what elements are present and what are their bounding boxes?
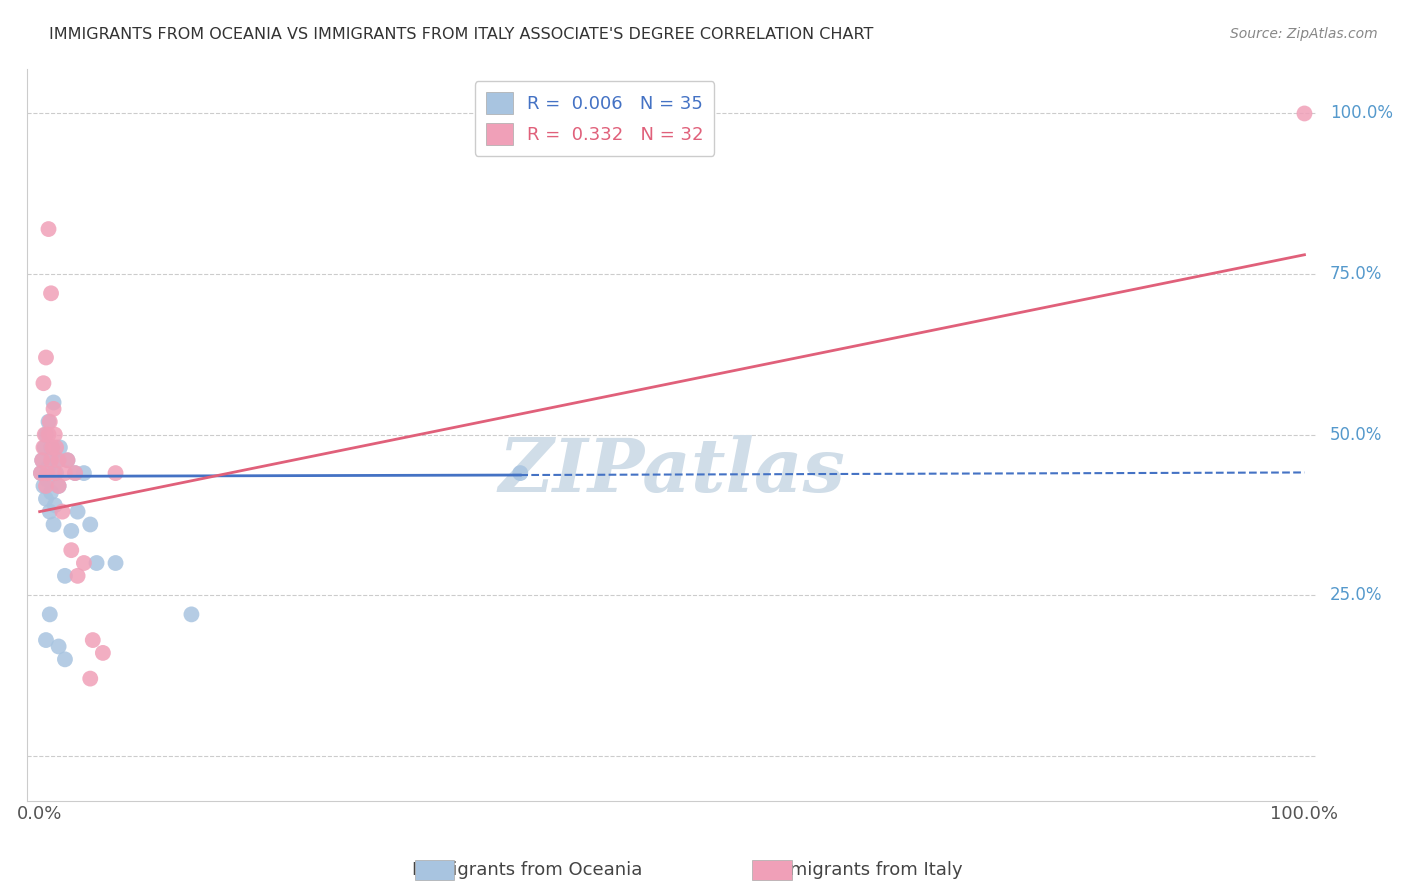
Text: IMMIGRANTS FROM OCEANIA VS IMMIGRANTS FROM ITALY ASSOCIATE'S DEGREE CORRELATION : IMMIGRANTS FROM OCEANIA VS IMMIGRANTS FR… — [49, 27, 873, 42]
Point — [41, 447, 63, 461]
Point — [45, 453, 67, 467]
Point — [53, 652, 76, 666]
Point — [42, 401, 65, 416]
Point — [39, 286, 62, 301]
Point — [82, 633, 104, 648]
Point — [48, 453, 70, 467]
Point — [104, 556, 127, 570]
Point — [35, 491, 58, 506]
Point — [48, 479, 70, 493]
Point — [37, 415, 59, 429]
Point — [63, 466, 86, 480]
Point — [37, 427, 59, 442]
Text: Immigrants from Italy: Immigrants from Italy — [766, 861, 963, 879]
Text: 25.0%: 25.0% — [1330, 586, 1382, 604]
Point — [32, 479, 55, 493]
Point — [35, 351, 58, 365]
Point — [66, 569, 89, 583]
Point — [31, 453, 53, 467]
Point — [1294, 106, 1316, 120]
Point — [60, 524, 83, 538]
Point — [34, 441, 56, 455]
Point — [37, 222, 59, 236]
Point — [56, 453, 79, 467]
Point — [53, 569, 76, 583]
Point — [104, 466, 127, 480]
Point — [49, 441, 72, 455]
Point — [31, 453, 53, 467]
Text: 75.0%: 75.0% — [1330, 265, 1382, 283]
Text: Immigrants from Oceania: Immigrants from Oceania — [412, 861, 643, 879]
Point — [48, 640, 70, 654]
Point — [86, 556, 108, 570]
Point — [48, 479, 70, 493]
Point — [37, 459, 59, 474]
Point — [51, 505, 73, 519]
Point — [180, 607, 202, 622]
Text: 100.0%: 100.0% — [1330, 104, 1393, 122]
Point — [509, 466, 531, 480]
Point — [35, 633, 58, 648]
Point — [38, 415, 60, 429]
Point — [79, 517, 101, 532]
Point — [66, 505, 89, 519]
Point — [39, 485, 62, 500]
Point — [44, 427, 66, 442]
Point — [44, 498, 66, 512]
Point — [35, 427, 58, 442]
Point — [44, 466, 66, 480]
Legend: R =  0.006   N = 35, R =  0.332   N = 32: R = 0.006 N = 35, R = 0.332 N = 32 — [475, 81, 714, 156]
Point — [42, 395, 65, 409]
Point — [41, 441, 63, 455]
Point — [45, 441, 67, 455]
Point — [37, 473, 59, 487]
Point — [91, 646, 114, 660]
Point — [42, 517, 65, 532]
Point — [53, 466, 76, 480]
Point — [39, 441, 62, 455]
Point — [32, 376, 55, 391]
Text: ZIPatlas: ZIPatlas — [499, 435, 845, 508]
Point — [38, 607, 60, 622]
Point — [37, 466, 59, 480]
Text: Source: ZipAtlas.com: Source: ZipAtlas.com — [1230, 27, 1378, 41]
Point — [60, 543, 83, 558]
Point — [63, 466, 86, 480]
Point — [73, 466, 96, 480]
Point — [30, 466, 52, 480]
Point — [45, 466, 67, 480]
Point — [79, 672, 101, 686]
Point — [35, 479, 58, 493]
Text: 50.0%: 50.0% — [1330, 425, 1382, 443]
Point — [32, 441, 55, 455]
Point — [39, 453, 62, 467]
Point — [73, 556, 96, 570]
Point — [30, 466, 52, 480]
Point — [34, 427, 56, 442]
Point — [56, 453, 79, 467]
Point — [38, 505, 60, 519]
